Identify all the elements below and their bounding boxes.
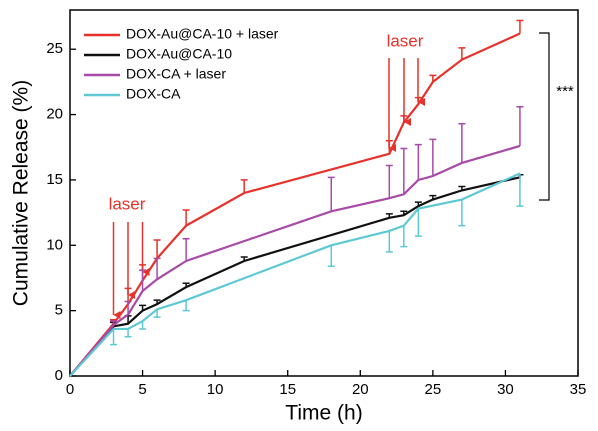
error-bar xyxy=(414,143,422,180)
error-bar xyxy=(327,245,335,267)
error-bar xyxy=(516,105,524,146)
error-bar xyxy=(153,257,161,280)
x-tick-label: 0 xyxy=(66,381,74,398)
error-bar xyxy=(400,225,408,248)
error-bar xyxy=(182,300,190,312)
error-bar xyxy=(110,328,118,346)
error-bar xyxy=(153,239,161,259)
error-bar xyxy=(327,176,335,212)
legend-label: DOX-Au@CA-10 xyxy=(126,46,232,62)
annotation: laser xyxy=(109,194,146,213)
error-bar xyxy=(124,300,132,315)
error-bar xyxy=(516,173,524,207)
error-bar xyxy=(240,179,248,193)
x-tick-label: 30 xyxy=(497,381,514,398)
y-tick-label: 10 xyxy=(46,236,63,253)
error-bar xyxy=(458,122,466,163)
x-tick-label: 20 xyxy=(352,381,369,398)
series-line xyxy=(69,172,521,377)
error-bar xyxy=(458,199,466,227)
laser-arrows xyxy=(112,58,425,319)
x-tick-label: 25 xyxy=(425,381,442,398)
annotation: laser xyxy=(387,31,424,50)
error-bar xyxy=(400,147,408,195)
y-tick-label: 20 xyxy=(46,106,63,123)
legend-label: DOX-CA + laser xyxy=(126,66,226,82)
error-bar xyxy=(385,164,393,199)
annotation: *** xyxy=(556,83,574,100)
error-bar xyxy=(139,269,147,292)
error-bar xyxy=(139,321,147,330)
y-tick-label: 25 xyxy=(46,40,63,57)
error-bar xyxy=(516,19,524,34)
significance-bracket xyxy=(539,32,550,201)
error-bar xyxy=(414,208,422,237)
x-tick-label: 5 xyxy=(138,381,146,398)
y-tick-label: 0 xyxy=(55,367,63,384)
y-axis-label: Cumulative Release (%) xyxy=(10,80,33,306)
error-bar xyxy=(182,209,190,226)
x-tick-label: 15 xyxy=(279,381,296,398)
x-tick-label: 10 xyxy=(207,381,224,398)
error-bar xyxy=(458,47,466,60)
series-line xyxy=(69,176,521,377)
x-axis-label: Time (h) xyxy=(285,402,362,425)
legend-label: DOX-Au@CA-10 + laser xyxy=(126,26,279,42)
x-tick-label: 35 xyxy=(570,381,587,398)
y-tick-label: 15 xyxy=(46,171,63,188)
error-bar xyxy=(429,138,437,177)
error-bar xyxy=(385,230,393,253)
error-bar xyxy=(124,328,132,338)
plot-frame xyxy=(69,9,579,377)
error-bar xyxy=(182,238,190,261)
legend-label: DOX-CA xyxy=(126,86,181,102)
series-line xyxy=(69,144,521,377)
y-tick-label: 5 xyxy=(55,302,63,319)
